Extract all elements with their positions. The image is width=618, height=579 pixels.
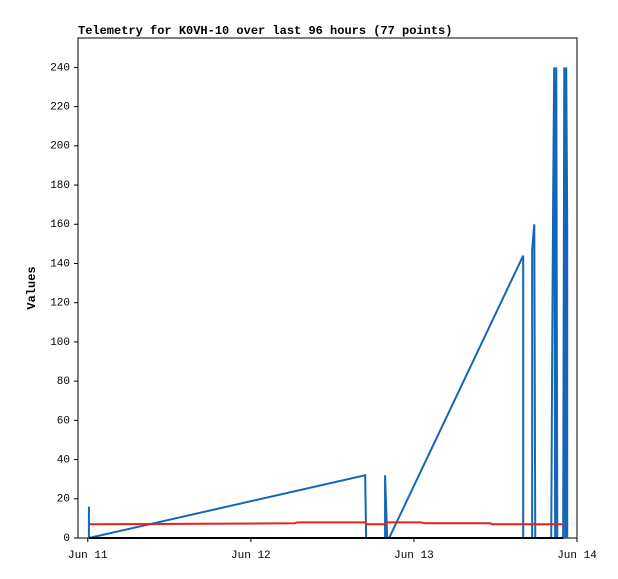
chart-title: Telemetry for K0VH-10 over last 96 hours… <box>78 24 452 38</box>
y-tick-label: 120 <box>50 298 70 310</box>
x-tick-label: Jun 11 <box>68 550 108 562</box>
y-tick-label: 20 <box>57 494 70 506</box>
y-tick-label: 100 <box>50 337 70 349</box>
plot-frame <box>77 37 578 539</box>
y-tick-label: 200 <box>50 141 70 153</box>
series-line <box>87 67 569 540</box>
y-tick-label: 80 <box>57 376 70 388</box>
series-line <box>88 521 564 526</box>
y-tick-label: 0 <box>63 533 70 545</box>
y-tick-label: 240 <box>50 62 70 74</box>
y-tick-label: 160 <box>50 219 70 231</box>
y-tick-label: 140 <box>50 258 70 270</box>
x-tick-label: Jun 13 <box>394 550 434 562</box>
x-tick-label: Jun 14 <box>557 550 597 562</box>
y-axis-label: Values <box>25 266 39 309</box>
y-tick-label: 40 <box>57 454 70 466</box>
y-tick-label: 180 <box>50 180 70 192</box>
y-tick-label: 60 <box>57 415 70 427</box>
x-tick-label: Jun 12 <box>231 550 271 562</box>
y-tick-label: 220 <box>50 102 70 114</box>
